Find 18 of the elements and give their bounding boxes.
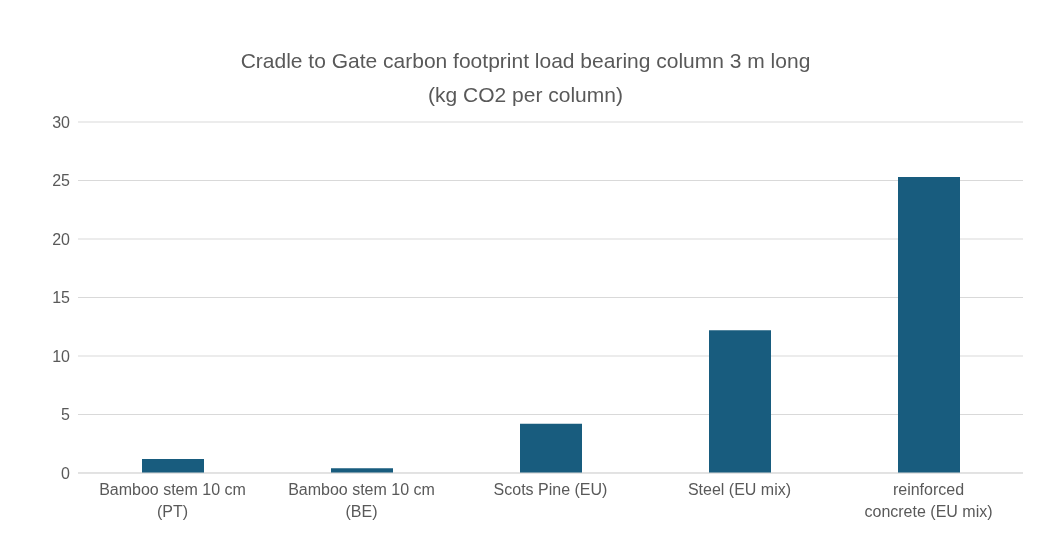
y-tick-label: 5: [61, 406, 71, 424]
bar: [520, 423, 582, 473]
x-tick-label: Steel (EU mix): [687, 481, 792, 498]
y-tick-label: 20: [52, 230, 71, 248]
x-tick-label: Bamboo stem 10 cm (PT): [99, 481, 246, 520]
y-tick-label: 25: [52, 172, 71, 190]
x-tick-label: reinforced concrete (EU mix): [864, 481, 993, 520]
x-tick-label: Scots Pine (EU): [493, 481, 608, 498]
y-tick-label: 30: [52, 113, 71, 131]
y-tick-label: 0: [61, 464, 71, 482]
chart-title: Cradle to Gate carbon footprint load bearing column 3 m long: [239, 48, 812, 74]
y-tick-label: 10: [52, 347, 71, 365]
bar: [142, 458, 204, 473]
bar: [709, 330, 771, 473]
x-tick-label: Bamboo stem 10 cm (BE): [288, 481, 435, 520]
bar: [898, 176, 960, 473]
chart-subtitle: (kg CO2 per column): [427, 82, 624, 108]
y-tick-label: 15: [52, 289, 71, 307]
